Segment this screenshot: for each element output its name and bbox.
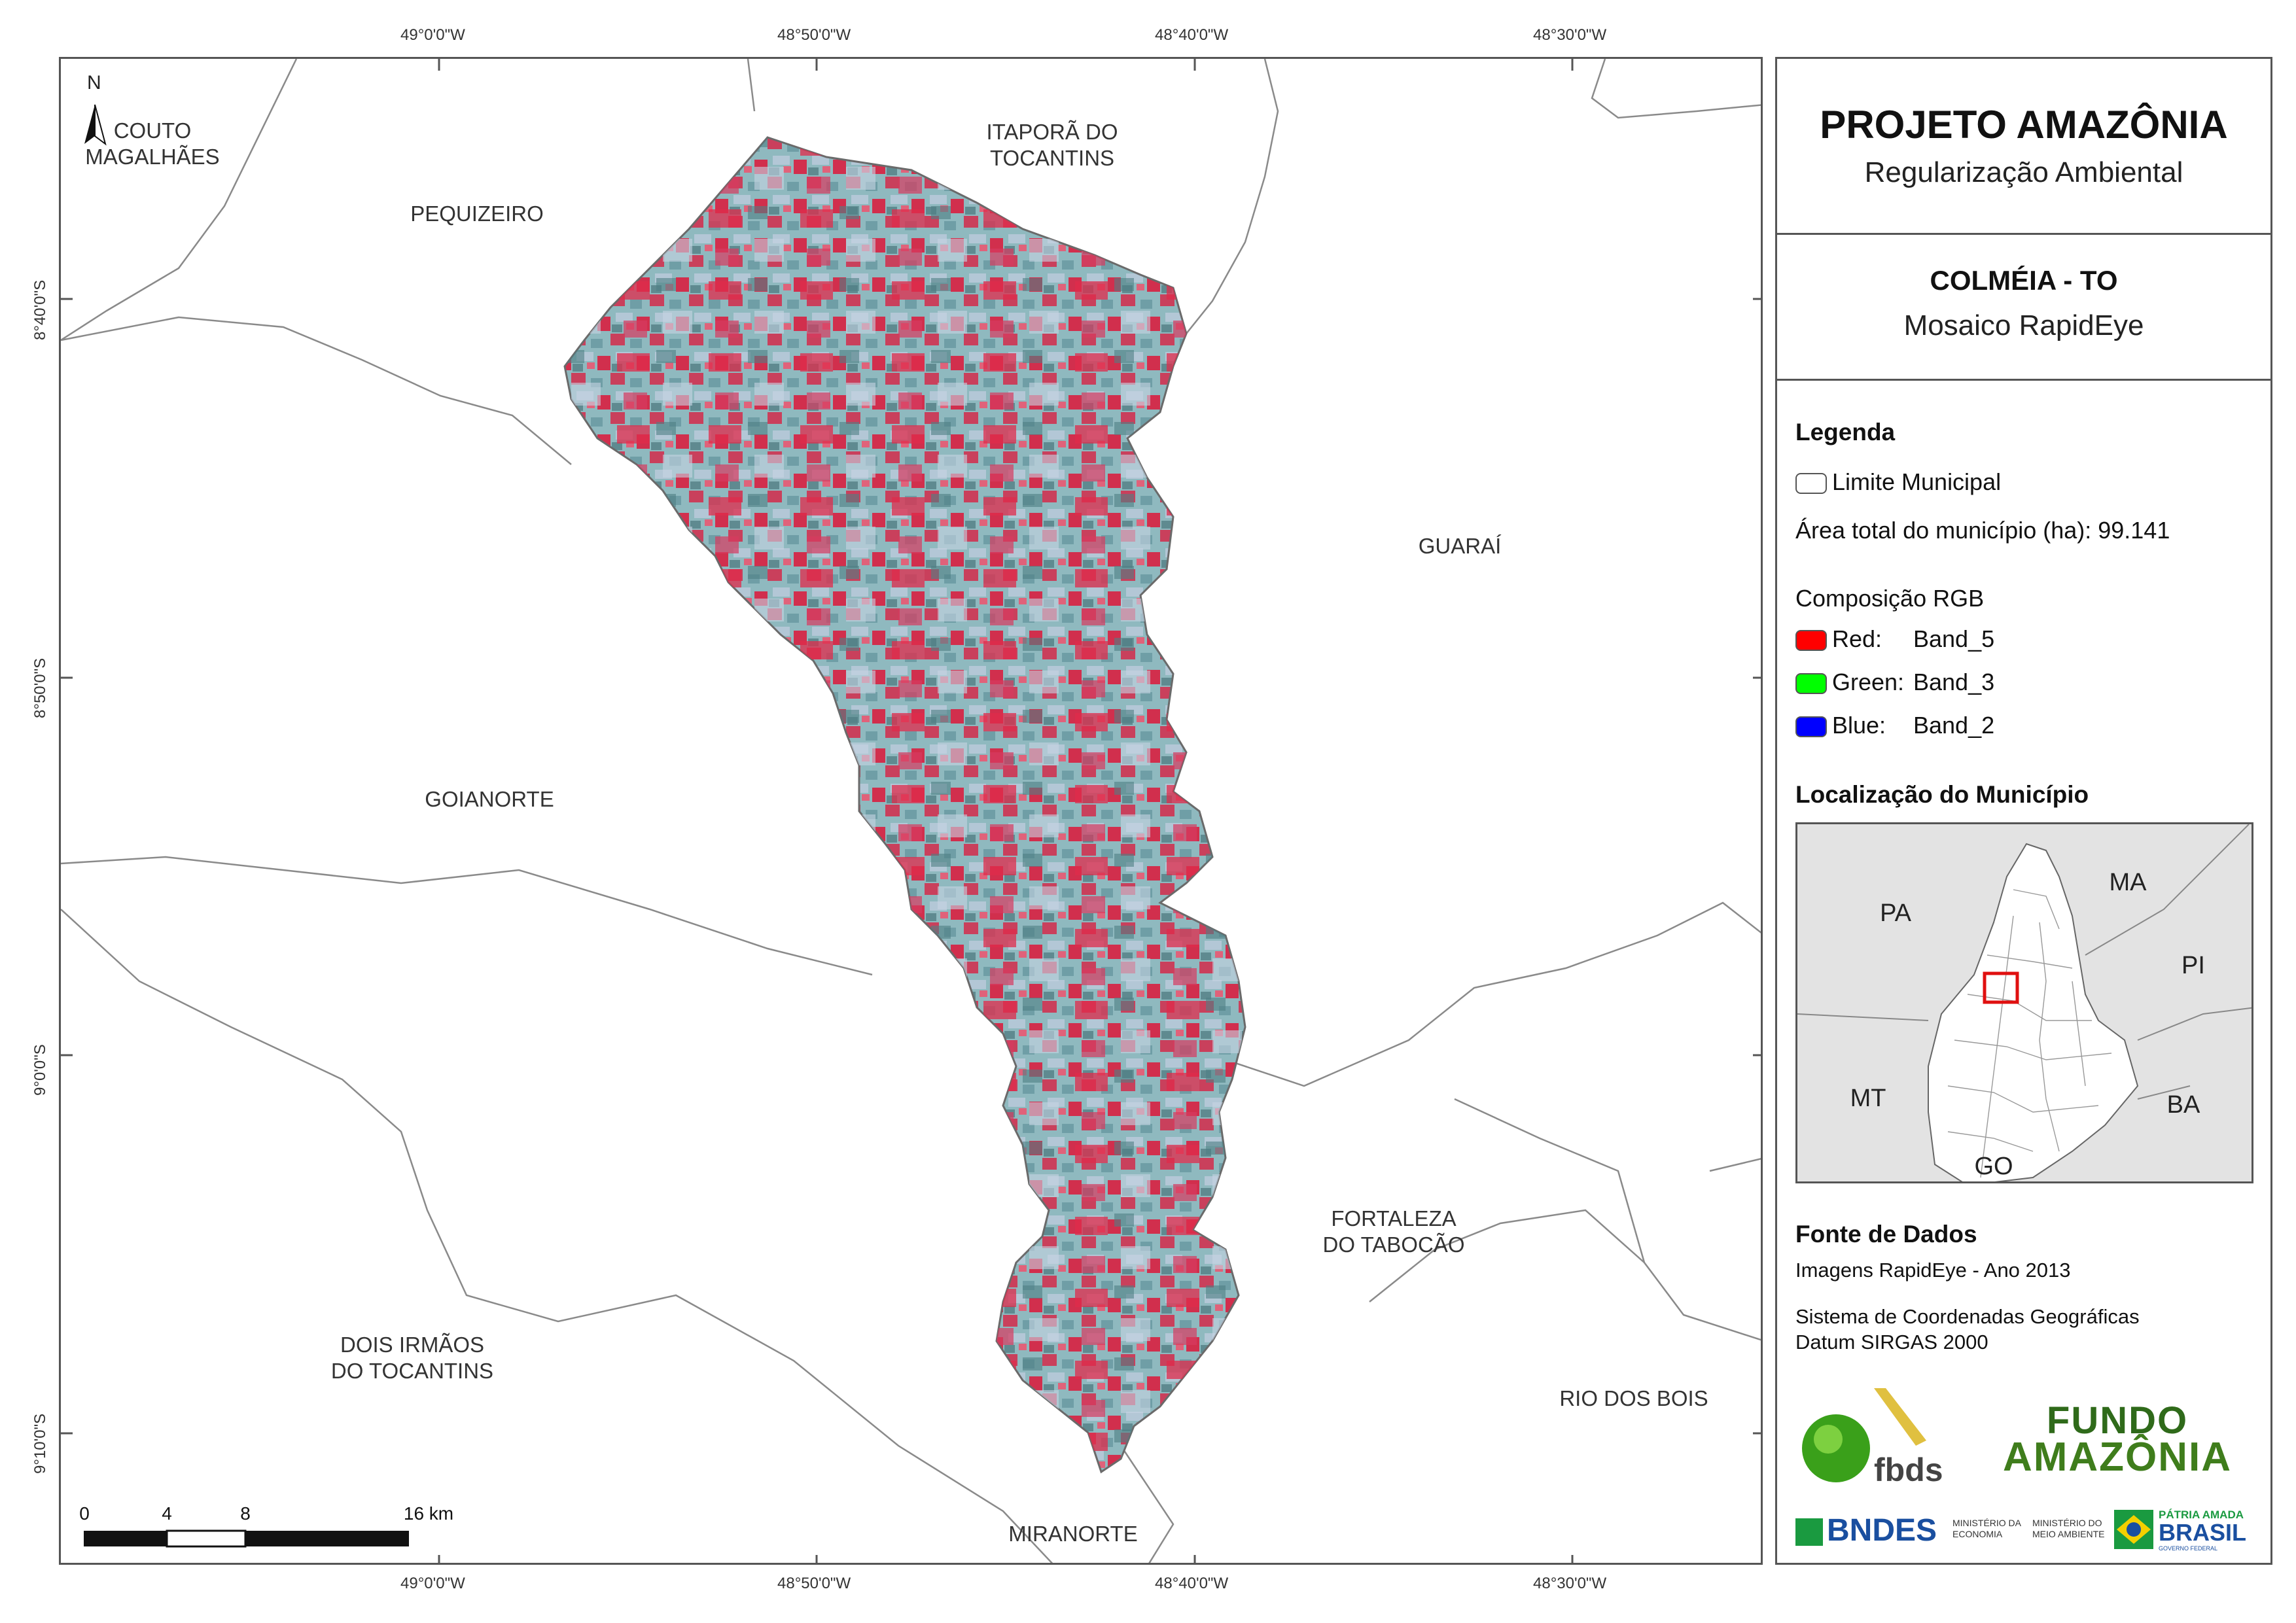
inset-label-pa: PA [1880,899,1911,927]
product-title: Mosaico RapidEye [1903,309,2144,341]
inset-label-ma: MA [2109,869,2147,896]
municipal-boundaries [61,59,1761,1563]
label-pequizeiro: PEQUIZEIRO [410,201,544,226]
bndes-logo: BNDES [1795,1512,1937,1548]
green-swatch [1795,673,1827,695]
crs-line-1: Sistema de Coordenadas Geográficas [1795,1305,2140,1328]
ministerio-meio-ambiente: MINISTÉRIO DO MEIO AMBIENTE [2032,1518,2105,1539]
label-itapora: ITAPORÃ DO TOCANTINS [986,120,1118,170]
title-box: PROJETO AMAZÔNIA Regularização Ambiental [1775,57,2272,235]
municipality-title: COLMÉIA - TO [1930,265,2118,296]
page-title: PROJETO AMAZÔNIA [1820,103,2228,147]
sources-heading: Fonte de Dados [1795,1221,1977,1248]
lon-label-bottom-3: 48°40'0"W [1155,1575,1229,1592]
lon-label-top-4: 48°30'0"W [1533,26,1607,44]
label-fortaleza-do-tabocao: FORTALEZA DO TABOCÃO [1322,1206,1465,1257]
fbds-logo: fbds [1795,1388,1959,1488]
inset-label-pi: PI [2181,952,2205,979]
label-goianorte: GOIANORTE [425,787,554,811]
lon-label-bottom-2: 48°50'0"W [777,1575,851,1592]
lon-label-bottom-1: 49°0'0"W [400,1575,465,1592]
graticule-ticks [61,59,1761,1563]
rgb-heading: Composição RGB [1795,585,1985,612]
label-rio-dos-bois: RIO DOS BOIS [1559,1386,1708,1410]
inset-highlight-box [1983,971,2019,1004]
source-line: Imagens RapidEye - Ano 2013 [1795,1259,2071,1282]
inset-map: PA MA PI MT BA GO [1795,822,2253,1183]
lon-label-bottom-4: 48°30'0"W [1533,1575,1607,1592]
crs-line-2: Datum SIRGAS 2000 [1795,1331,1988,1353]
page-subtitle: Regularização Ambiental [1864,156,2183,188]
rgb-red: Red: Band_5 [1795,625,1994,653]
blue-swatch [1795,716,1827,738]
lat-label-3: 9°0'0"S [31,1044,49,1096]
area-text: Área total do município (ha): 99.141 [1795,517,2170,544]
label-miranorte: MIRANORTE [1008,1522,1138,1546]
lat-label-1: 8°40'0"S [31,279,49,340]
ministerio-economia: MINISTÉRIO DA ECONOMIA [1952,1518,2022,1539]
map-canvas [61,59,1761,1563]
scale-label-16: 16 km [403,1503,454,1524]
scale-label-4: 4 [162,1503,172,1524]
scale-bar [84,1529,409,1548]
lon-label-top-2: 48°50'0"W [777,26,851,44]
rgb-blue: Blue: Band_2 [1795,712,1994,739]
north-arrow-icon [84,104,107,146]
scale-label-8: 8 [240,1503,251,1524]
scale-label-0: 0 [79,1503,90,1524]
fundo-amazonia-logo: FUNDO AMAZÔNIA [2002,1399,2233,1480]
lat-label-2: 8°50'0"S [31,657,49,718]
patria-amada-brasil-logo: PÁTRIA AMADA BRASIL GOVERNO FEDERAL [2114,1507,2252,1553]
inset-label-go: GO [1974,1153,2013,1180]
legend-box: Legenda Limite Municipal Área total do m… [1775,379,2272,1565]
municipal-limit-swatch [1795,473,1827,495]
lon-label-top-1: 49°0'0"W [400,26,465,44]
legend-municipal-limit: Limite Municipal [1795,468,2001,496]
label-guarai: GUARAÍ [1418,534,1502,558]
red-swatch [1795,630,1827,652]
municipality-box: COLMÉIA - TO Mosaico RapidEye [1775,233,2272,381]
inset-label-ba: BA [2166,1091,2200,1119]
north-label: N [87,72,101,94]
lat-label-4: 9°10'0"S [31,1413,49,1474]
rgb-green: Green: Band_3 [1795,669,1994,696]
label-couto-magalhaes: COUTO MAGALHÃES [85,118,220,169]
label-dois-irmaos: DOIS IRMÃOS DO TOCANTINS [330,1333,494,1383]
legend-heading: Legenda [1795,419,1896,445]
inset-label-mt: MT [1850,1085,1886,1112]
map-frame: N COUTO MAGALHÃES ITAPORÃ DO TOCANTINS PEQ… [59,57,1763,1565]
location-heading: Localização do Município [1795,781,2089,808]
lon-label-top-3: 48°40'0"W [1155,26,1229,44]
